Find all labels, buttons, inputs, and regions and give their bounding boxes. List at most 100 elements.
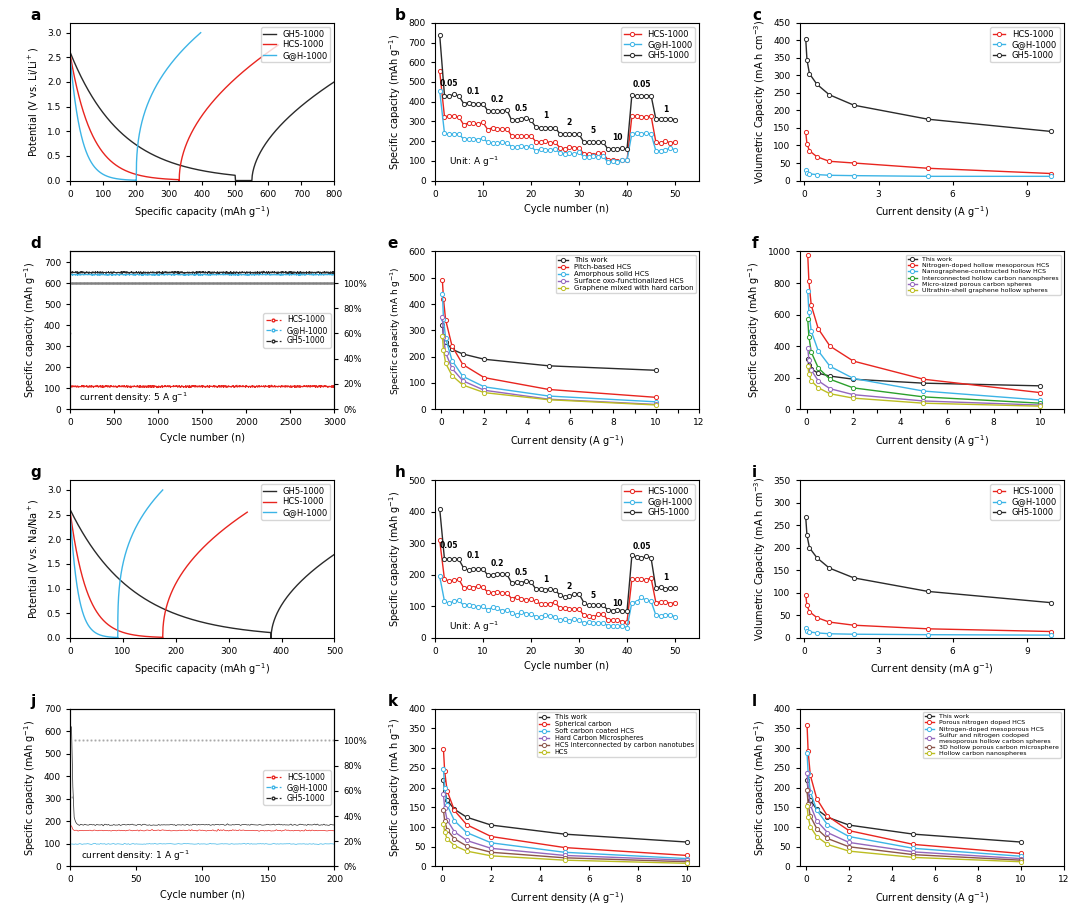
HCS [485, 850, 498, 861]
Text: Unit: A g$^{-1}$: Unit: A g$^{-1}$ [449, 620, 499, 634]
Point [109, 276, 126, 291]
GH5-1000 [462, 97, 475, 108]
Text: 0.2: 0.2 [490, 559, 504, 568]
Point [269, 276, 286, 291]
Point [122, 733, 139, 748]
Line: HCS interconnected by carbon nanotubes: HCS interconnected by carbon nanotubes [442, 808, 689, 864]
Point [254, 276, 271, 291]
G@H-1000 [433, 571, 446, 582]
Soft carbon coated HCS [448, 815, 461, 826]
Surface oxo-functionalized HCS [542, 394, 555, 405]
Point [299, 276, 316, 291]
Point [228, 276, 245, 291]
Point [114, 276, 132, 291]
Point [97, 276, 114, 291]
Point [213, 276, 230, 291]
Text: 1: 1 [543, 575, 548, 584]
GH5-1000 [500, 105, 513, 116]
Point [306, 276, 323, 291]
Point [194, 276, 212, 291]
Legend: This work, Spherical carbon, Soft carbon coated HCS, Hard Carbon Microspheres, H: This work, Spherical carbon, Soft carbon… [537, 712, 696, 757]
Point [272, 276, 289, 291]
Y-axis label: Potential (V vs. Na/Na$^+$): Potential (V vs. Na/Na$^+$) [27, 499, 41, 619]
Point [273, 733, 291, 748]
Line: Micro-sized porous carbon spheres: Micro-sized porous carbon spheres [806, 345, 1042, 407]
Point [102, 276, 119, 291]
Line: This work: This work [806, 356, 1042, 388]
GH5-1000 [472, 564, 485, 575]
Line: G@H-1000: G@H-1000 [437, 574, 677, 630]
Point [293, 276, 310, 291]
This work [801, 353, 814, 364]
Line: HCS-1000: HCS-1000 [437, 69, 677, 164]
HCS interconnected by carbon nanotubes [441, 824, 454, 835]
Point [81, 276, 98, 291]
Point [143, 276, 160, 291]
Point [87, 276, 105, 291]
Point [91, 276, 108, 291]
Point [305, 276, 322, 291]
Sulfur and nitrogen codoped
mesoporous hollow carbon spheres [804, 800, 816, 811]
Point [107, 276, 124, 291]
Point [106, 276, 123, 291]
Nanographene-constructed hollow HCS [847, 373, 860, 384]
Sulfur and nitrogen codoped
mesoporous hollow carbon spheres [1014, 853, 1027, 864]
HCS-1000 [433, 535, 446, 546]
Point [64, 276, 81, 291]
Point [287, 276, 305, 291]
Point [122, 276, 139, 291]
Line: This work: This work [441, 323, 658, 372]
Point [147, 276, 164, 291]
Point [316, 276, 334, 291]
Point [198, 276, 215, 291]
GH5-1000 [519, 576, 532, 587]
HCS-1000 [519, 131, 532, 142]
3D hollow porous carbon microsphere [810, 824, 823, 834]
Amorphous solid HCS [436, 288, 449, 299]
Point [174, 276, 191, 291]
Interconnected hollow carbon nanospheres [801, 314, 814, 324]
Spherical carbon [558, 842, 571, 853]
Point [97, 276, 114, 291]
Pitch-based HCS [436, 275, 449, 286]
3D hollow porous carbon microsphere [907, 849, 920, 860]
GH5-1000 [616, 605, 629, 616]
GH5-1000 [453, 90, 465, 101]
G@H-1000 [496, 606, 509, 617]
HCS-1000 [438, 112, 451, 122]
HCS-1000 [447, 575, 460, 586]
Point [266, 276, 283, 291]
This work [542, 360, 555, 371]
Point [324, 276, 341, 291]
Point [213, 276, 230, 291]
Point [227, 276, 244, 291]
G@H-1000 [802, 168, 815, 179]
Point [234, 276, 252, 291]
Nitrogen-doped mesoporous HCS [800, 748, 813, 759]
Line: G@H-1000: G@H-1000 [437, 89, 677, 165]
HCS-1000 [519, 594, 532, 605]
Line: This work: This work [805, 778, 1023, 845]
Point [319, 276, 336, 291]
Point [310, 276, 327, 291]
Point [165, 276, 183, 291]
Text: 0.1: 0.1 [467, 87, 480, 96]
G@H-1000 [103, 632, 116, 643]
HCS-1000 [453, 574, 465, 585]
Point [280, 276, 297, 291]
Point [114, 276, 132, 291]
Point [253, 276, 270, 291]
Point [230, 276, 247, 291]
Point [248, 276, 266, 291]
HCS-1000 [539, 135, 552, 146]
GH5-1000 [467, 99, 480, 110]
Point [253, 733, 270, 748]
HCS-1000 [611, 615, 624, 626]
HCS-1000 [472, 119, 485, 130]
HCS-1000 [848, 620, 861, 631]
Nitrogen-doped mesoporous HCS [801, 767, 814, 778]
Line: HCS-1000: HCS-1000 [70, 512, 247, 638]
Point [129, 276, 146, 291]
HCS-1000 [462, 582, 475, 593]
Point [83, 276, 100, 291]
